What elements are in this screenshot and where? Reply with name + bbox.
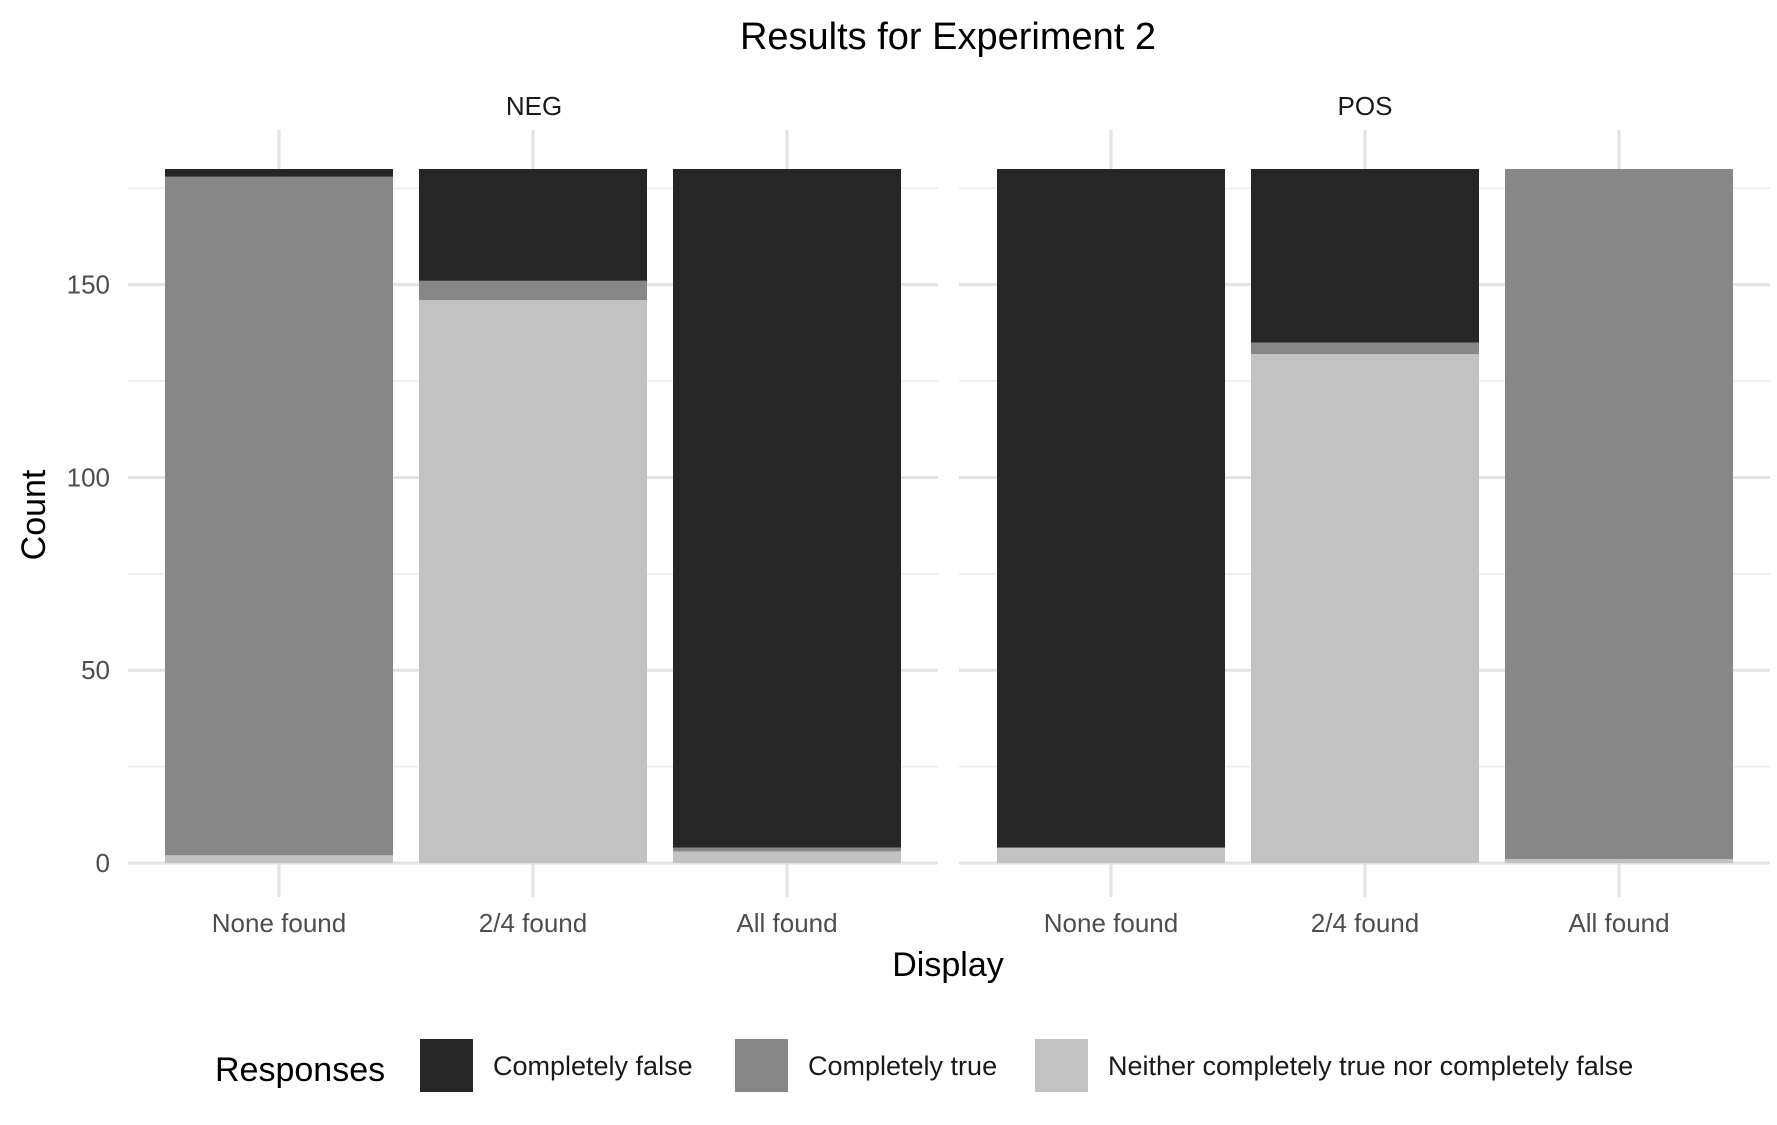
y-tick-label: 150	[67, 270, 110, 300]
legend: Responses Completely false Completely tru…	[215, 1039, 1633, 1092]
bar-pos-0-series-0	[997, 169, 1225, 848]
bar-neg-2-series-1	[673, 847, 901, 852]
bar-neg-0-series-1	[165, 176, 393, 856]
x-tick-label: None found	[212, 908, 346, 938]
legend-key	[735, 1039, 788, 1092]
x-tick-label: 2/4 found	[479, 908, 587, 938]
bar-neg-0-series-2	[165, 855, 393, 863]
bar-pos-2-series-1	[1505, 169, 1733, 860]
legend-title: Responses	[215, 1051, 385, 1089]
y-tick-label: 100	[67, 462, 110, 492]
bar-pos-2-series-2	[1505, 859, 1733, 863]
legend-label: Completely false	[493, 1051, 693, 1081]
chart-title: Results for Experiment 2	[740, 16, 1156, 58]
bar-pos-1-series-0	[1251, 169, 1479, 343]
bar-neg-0-series-0	[165, 169, 393, 177]
x-tick-label: All found	[1568, 908, 1669, 938]
x-axis-title: Display	[892, 946, 1003, 984]
facet-label-neg: NEG	[506, 91, 562, 121]
bar-neg-1-series-2	[419, 300, 647, 864]
legend-label: Completely true	[808, 1051, 997, 1081]
bar-neg-2-series-2	[673, 851, 901, 863]
y-tick-label: 50	[81, 655, 110, 685]
legend-key	[420, 1039, 473, 1092]
legend-label: Neither completely true nor completely f…	[1108, 1051, 1633, 1081]
x-tick-label: 2/4 found	[1311, 908, 1419, 938]
bar-neg-1-series-1	[419, 280, 647, 301]
bar-neg-2-series-0	[673, 169, 901, 848]
bar-neg-1-series-0	[419, 169, 647, 281]
y-axis-title: Count	[15, 469, 53, 560]
legend-items: Completely false Completely true Neither c…	[420, 1039, 1633, 1092]
y-tick-label: 0	[96, 848, 110, 878]
x-tick-label: None found	[1044, 908, 1178, 938]
x-tick-label: All found	[736, 908, 837, 938]
facet-label-pos: POS	[1338, 91, 1393, 121]
tick-labels: 0 50 100 150 None found 2/4 found All found Non…	[67, 270, 1670, 938]
bars	[165, 169, 1733, 864]
legend-key	[1035, 1039, 1088, 1092]
bar-pos-1-series-2	[1251, 354, 1479, 863]
bar-pos-0-series-2	[997, 847, 1225, 863]
bar-pos-1-series-1	[1251, 342, 1479, 355]
